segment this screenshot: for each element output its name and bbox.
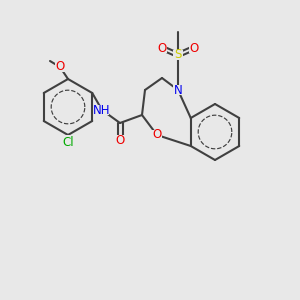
FancyBboxPatch shape — [95, 105, 109, 115]
FancyBboxPatch shape — [173, 50, 183, 60]
Text: N: N — [174, 83, 182, 97]
FancyBboxPatch shape — [61, 135, 75, 147]
Text: S: S — [174, 49, 182, 62]
Text: O: O — [189, 41, 199, 55]
FancyBboxPatch shape — [173, 85, 183, 95]
FancyBboxPatch shape — [157, 43, 167, 53]
Text: O: O — [56, 61, 64, 74]
Text: Cl: Cl — [62, 136, 74, 149]
Text: O: O — [158, 41, 166, 55]
FancyBboxPatch shape — [55, 62, 65, 72]
FancyBboxPatch shape — [152, 130, 162, 140]
Text: O: O — [152, 128, 162, 142]
Text: NH: NH — [93, 103, 111, 116]
FancyBboxPatch shape — [115, 135, 125, 145]
Text: O: O — [116, 134, 124, 146]
FancyBboxPatch shape — [189, 43, 199, 53]
